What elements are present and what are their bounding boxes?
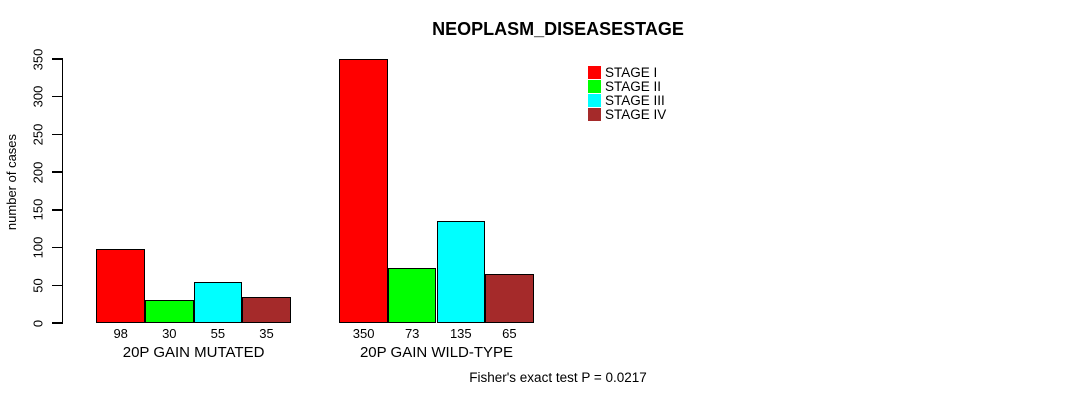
y-tick-mark <box>52 284 63 287</box>
chart-title: NEOPLASM_DISEASESTAGE <box>432 19 684 39</box>
y-tick-label: 100 <box>30 236 46 259</box>
category-label: 20P GAIN MUTATED <box>122 344 265 361</box>
y-tick-label: 0 <box>30 319 46 327</box>
legend-item: STAGE IV <box>588 106 667 122</box>
bar-stage-ii <box>387 267 437 323</box>
bar-stage-iv <box>485 273 534 323</box>
legend: STAGE I STAGE II STAGE III STAGE IV <box>588 64 667 122</box>
legend-item: STAGE III <box>588 92 666 108</box>
bar-value-label: 65 <box>502 326 517 341</box>
legend-label: STAGE III <box>605 92 665 108</box>
y-tick-label: 50 <box>30 278 46 293</box>
y-tick-mark <box>52 95 63 98</box>
bar-value-label: 350 <box>352 326 375 341</box>
category-label: 20P GAIN WILD-TYPE <box>359 344 514 361</box>
y-tick-label: 200 <box>30 161 46 183</box>
y-axis-label: number of cases <box>4 133 19 231</box>
y-tick-label: 250 <box>30 123 46 146</box>
footnote-pvalue: Fisher's exact test P = 0.0217 <box>469 370 647 385</box>
legend-item: STAGE II <box>588 78 666 94</box>
legend-swatch-stage-1 <box>588 65 601 79</box>
y-tick-mark <box>52 171 63 173</box>
bar-value-label: 35 <box>259 326 274 341</box>
legend-label: STAGE IV <box>605 106 667 122</box>
bar-value-label: 98 <box>113 326 128 341</box>
legend-swatch-stage-4 <box>588 107 601 121</box>
y-tick-mark <box>52 209 63 211</box>
bar-value-label: 55 <box>210 326 226 341</box>
legend-swatch-stage-3 <box>588 93 601 107</box>
bar-stage-i <box>96 249 145 323</box>
legend-item: STAGE I <box>588 64 666 80</box>
y-tick-label: 150 <box>30 199 46 221</box>
bar-stage-iv <box>242 296 291 323</box>
y-tick-mark <box>52 58 63 60</box>
y-tick-label: 300 <box>30 85 46 108</box>
bar-stage-i <box>339 59 388 323</box>
legend-label: STAGE I <box>605 64 658 80</box>
y-tick-mark <box>52 322 63 324</box>
bar-value-label: 135 <box>449 326 472 341</box>
y-tick-label: 350 <box>30 48 46 70</box>
y-tick-mark <box>52 133 63 136</box>
y-tick-mark <box>52 246 63 249</box>
bar-value-label: 73 <box>404 326 420 341</box>
y-axis-line <box>61 59 63 324</box>
legend-label: STAGE II <box>605 78 662 94</box>
bar-stage-ii <box>145 300 194 323</box>
bar-stage-iii <box>436 221 486 323</box>
bar-stage-iii <box>193 281 243 323</box>
bar-value-label: 30 <box>162 326 177 341</box>
legend-swatch-stage-2 <box>588 79 601 93</box>
